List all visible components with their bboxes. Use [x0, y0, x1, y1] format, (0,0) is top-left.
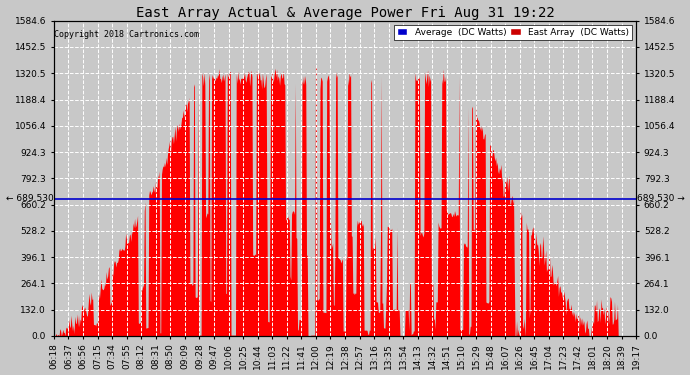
Title: East Array Actual & Average Power Fri Aug 31 19:22: East Array Actual & Average Power Fri Au… [136, 6, 554, 20]
Text: Copyright 2018 Cartronics.com: Copyright 2018 Cartronics.com [55, 30, 199, 39]
Text: 689.530 →: 689.530 → [637, 194, 684, 203]
Legend: Average  (DC Watts), East Array  (DC Watts): Average (DC Watts), East Array (DC Watts… [394, 25, 631, 40]
Text: ← 689.530: ← 689.530 [6, 194, 53, 203]
